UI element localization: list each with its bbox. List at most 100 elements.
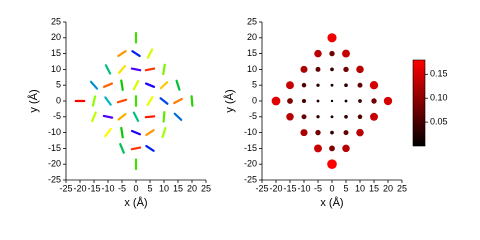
spin-segment	[91, 111, 97, 123]
y-tick-label: 0	[252, 95, 257, 105]
spin-segment	[130, 67, 142, 72]
y-axis-label: y (Å)	[27, 89, 40, 112]
spin-segment	[146, 96, 154, 106]
x-tick-label: 0	[329, 183, 334, 193]
y-tick-label: -20	[244, 159, 257, 169]
spin-segment	[89, 80, 99, 90]
point	[301, 98, 307, 104]
point	[358, 99, 362, 103]
y-tick-label: 5	[252, 80, 257, 90]
point	[287, 98, 293, 104]
x-tick-label: 15	[173, 183, 183, 193]
point	[314, 49, 322, 58]
spin-segment	[146, 48, 154, 59]
y-tick-label: 5	[56, 80, 61, 90]
x-tick-label: -20	[269, 183, 282, 193]
spin-segment	[173, 112, 183, 121]
y-tick-label: -25	[244, 174, 257, 184]
x-tick-label: 25	[397, 183, 407, 193]
point	[383, 96, 393, 106]
point	[330, 67, 334, 72]
y-tick-label: 10	[247, 64, 257, 74]
spin-segment	[144, 115, 156, 119]
spin-segment	[159, 81, 169, 90]
x-tick-label: -5	[314, 183, 322, 193]
point	[300, 129, 308, 137]
spin-segment	[117, 50, 127, 58]
point	[330, 99, 334, 103]
x-tick-label: 0	[133, 183, 138, 193]
spin-segment	[116, 98, 128, 104]
x-tick-label: -10	[101, 183, 114, 193]
point	[329, 145, 335, 152]
x-tick-label: -5	[118, 183, 126, 193]
y-tick-label: -15	[244, 143, 257, 153]
point	[370, 112, 378, 121]
colorbar-tick-label: 0.10	[430, 93, 448, 103]
x-tick-label: 20	[187, 183, 197, 193]
y-tick-label: 20	[247, 32, 257, 42]
x-tick-label: -10	[297, 183, 310, 193]
x-tick-label: 20	[383, 183, 393, 193]
y-axis-label: y (Å)	[223, 89, 236, 112]
spin-segment	[144, 67, 156, 72]
y-tick-label: -20	[48, 159, 61, 169]
point	[271, 96, 281, 106]
x-tick-label: -15	[87, 183, 100, 193]
point	[316, 99, 320, 103]
point	[342, 144, 350, 153]
x-tick-label: -25	[255, 183, 268, 193]
point	[315, 66, 321, 72]
spin-segment	[145, 129, 155, 137]
point	[357, 82, 363, 88]
figure: -25 -20 -15 -10 -5 0 5 10 15 20 25-25-20-15-10-505…	[27, 16, 448, 209]
point	[343, 66, 349, 73]
spin-segment	[104, 127, 112, 138]
point	[330, 115, 334, 119]
point	[286, 113, 294, 121]
spin-segment	[132, 111, 140, 123]
point	[286, 81, 294, 90]
spin-segment	[117, 112, 127, 121]
point	[300, 65, 308, 73]
spin-segment	[190, 95, 194, 107]
point	[314, 144, 322, 153]
point	[342, 49, 350, 58]
spin-segment	[102, 114, 114, 119]
x-tick-label: 10	[355, 183, 365, 193]
x-axis-label: x (Å)	[124, 196, 147, 209]
point	[329, 50, 335, 57]
point	[301, 114, 307, 120]
spin-segment	[145, 144, 155, 152]
spin-segment	[119, 143, 125, 154]
x-tick-label: 5	[147, 183, 152, 193]
y-tick-label: 15	[247, 48, 257, 58]
spin-segment	[130, 129, 142, 136]
x-tick-label: 5	[343, 183, 348, 193]
point	[357, 114, 363, 120]
y-tick-label: -5	[249, 111, 257, 121]
spin-segment	[162, 110, 166, 123]
y-tick-label: 15	[51, 48, 61, 58]
point	[327, 33, 337, 43]
point	[315, 129, 321, 136]
colorbar-tick-label: 0.05	[430, 116, 448, 126]
spin-segment	[91, 95, 97, 107]
y-tick-label: -15	[48, 143, 61, 153]
spin-segment	[173, 97, 183, 105]
point	[369, 81, 379, 90]
y-tick-label: 20	[51, 32, 61, 42]
spin-segment	[104, 96, 112, 106]
y-tick-label: -10	[48, 127, 61, 137]
spin-segment	[120, 79, 124, 91]
point	[343, 130, 349, 136]
spin-segment	[130, 146, 142, 151]
colorbar-tick-label: 0.15	[430, 69, 448, 79]
spin-segment	[131, 50, 141, 58]
spin-segment	[104, 64, 112, 75]
x-tick-label: 10	[159, 183, 169, 193]
y-tick-label: 25	[51, 16, 61, 26]
y-tick-label: -10	[244, 127, 257, 137]
y-tick-label: 25	[247, 16, 257, 26]
colorbar	[412, 59, 426, 147]
